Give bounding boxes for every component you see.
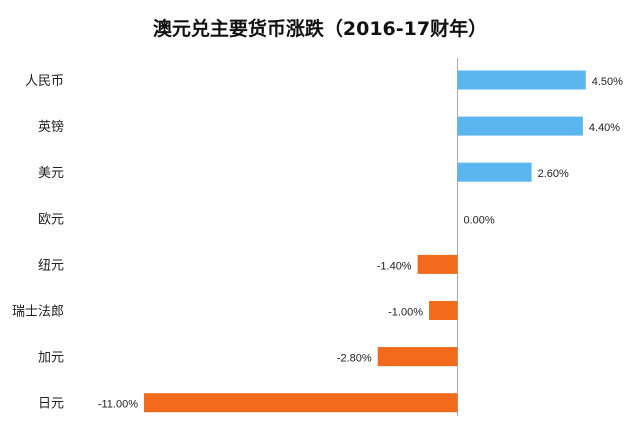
data-label: 4.40% (589, 122, 620, 134)
bar (457, 70, 586, 90)
bar (457, 116, 583, 136)
category-label: 英镑 (38, 119, 64, 135)
data-label: -2.80% (337, 353, 372, 365)
category-label: 欧元 (38, 212, 64, 227)
category-label: 人民币 (25, 74, 64, 89)
data-label: -1.40% (377, 260, 412, 272)
bar (417, 254, 458, 274)
bar (429, 301, 458, 320)
category-label: 瑞士法郎 (12, 305, 64, 320)
data-label: -1.00% (388, 307, 423, 319)
category-label: 纽元 (38, 258, 64, 273)
data-label: -11.00% (98, 399, 138, 411)
chart-title: 澳元兑主要货币涨跌（2016-17财年） (152, 18, 488, 40)
category-label: 日元 (38, 397, 64, 412)
data-label: 4.50% (592, 76, 623, 88)
data-label: 2.60% (538, 168, 569, 180)
category-label: 美元 (38, 166, 64, 181)
data-label: 0.00% (464, 214, 495, 226)
bar (457, 162, 532, 182)
bar (377, 347, 458, 367)
bar (144, 393, 458, 413)
category-label: 加元 (38, 351, 64, 366)
bars-layer: 人民币 4.50% 英镑 4.40% 美元 2.60% 欧元 0.00% 纽元 -1.40% 瑞士法… (12, 70, 623, 413)
